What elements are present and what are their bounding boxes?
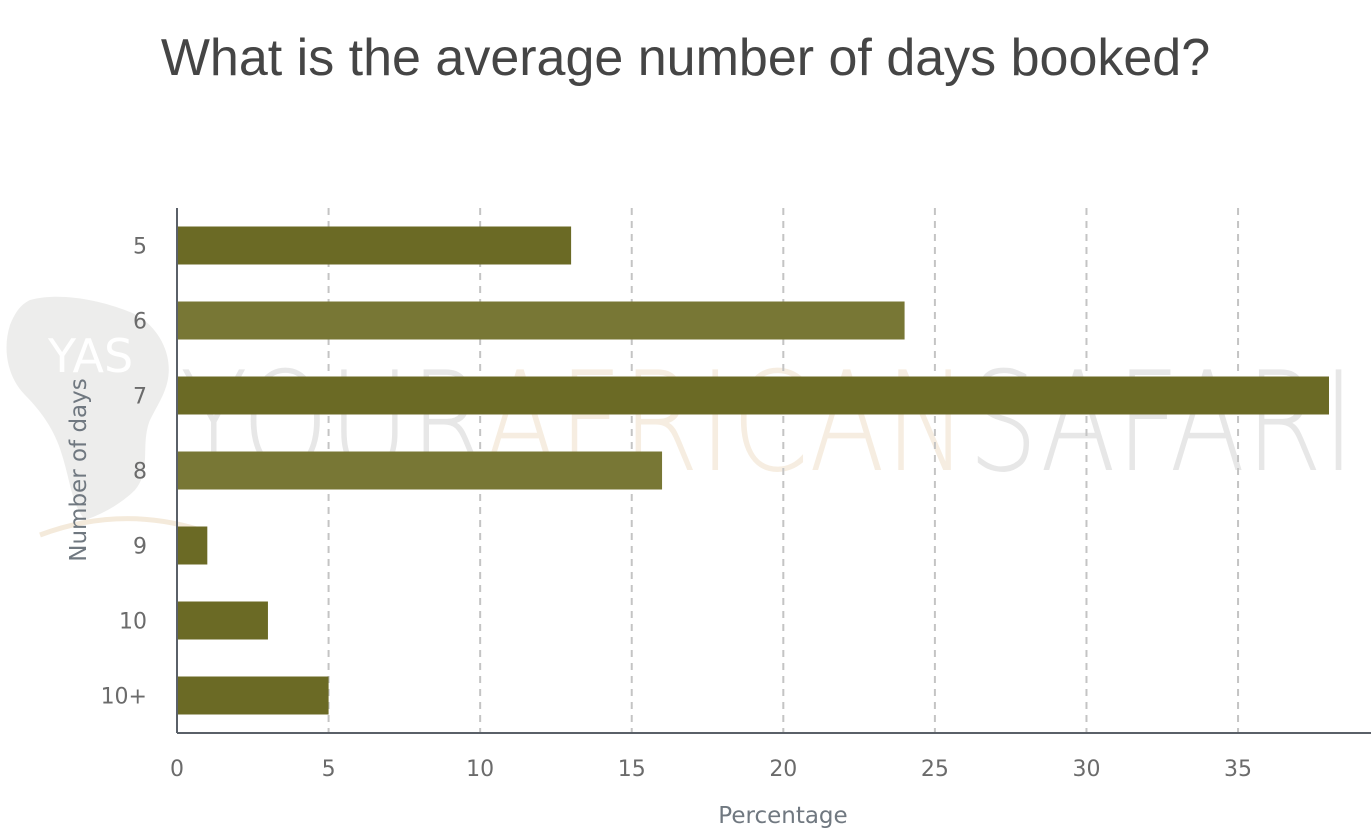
x-tick-label-15: 15 [618, 757, 646, 782]
y-axis-title: Number of days [66, 378, 92, 561]
watermark-word-safari: SAFARI [968, 342, 1355, 503]
bar-10plus [177, 676, 329, 715]
y-tick-label-9: 9 [133, 535, 147, 560]
x-axis-title: Percentage [718, 803, 847, 829]
bar-9 [177, 526, 208, 565]
swoosh-watermark [39, 516, 201, 538]
y-tick-label-8: 8 [133, 460, 147, 485]
x-tick-label-10: 10 [466, 757, 494, 782]
bar-6 [177, 301, 905, 340]
x-tick-label-0: 0 [170, 757, 184, 782]
x-tick-label-5: 5 [322, 757, 336, 782]
africa-map-watermark [6, 296, 169, 520]
x-tick-label-20: 20 [769, 757, 797, 782]
x-tick-label-25: 25 [921, 757, 949, 782]
y-tick-label-10plus: 10+ [101, 685, 147, 710]
x-tick-label-30: 30 [1072, 757, 1100, 782]
y-tick-label-6: 6 [133, 310, 147, 335]
y-tick-label-10: 10 [119, 610, 147, 635]
axes [176, 208, 1371, 734]
y-tick-label-7: 7 [133, 385, 147, 410]
x-tick-labels: 0 5 10 15 20 25 30 35 [170, 757, 1252, 782]
x-tick-label-35: 35 [1224, 757, 1252, 782]
y-tick-labels: 5 6 7 8 9 10 10+ [101, 235, 147, 710]
watermark-initials: YAS [47, 329, 133, 383]
bar-10 [177, 601, 268, 640]
y-tick-label-5: 5 [133, 235, 147, 260]
bar-5 [177, 226, 572, 265]
bar-8 [177, 451, 663, 490]
bar-7 [177, 376, 1329, 415]
bars [177, 226, 1329, 715]
chart-title: What is the average number of days booke… [160, 29, 1211, 87]
